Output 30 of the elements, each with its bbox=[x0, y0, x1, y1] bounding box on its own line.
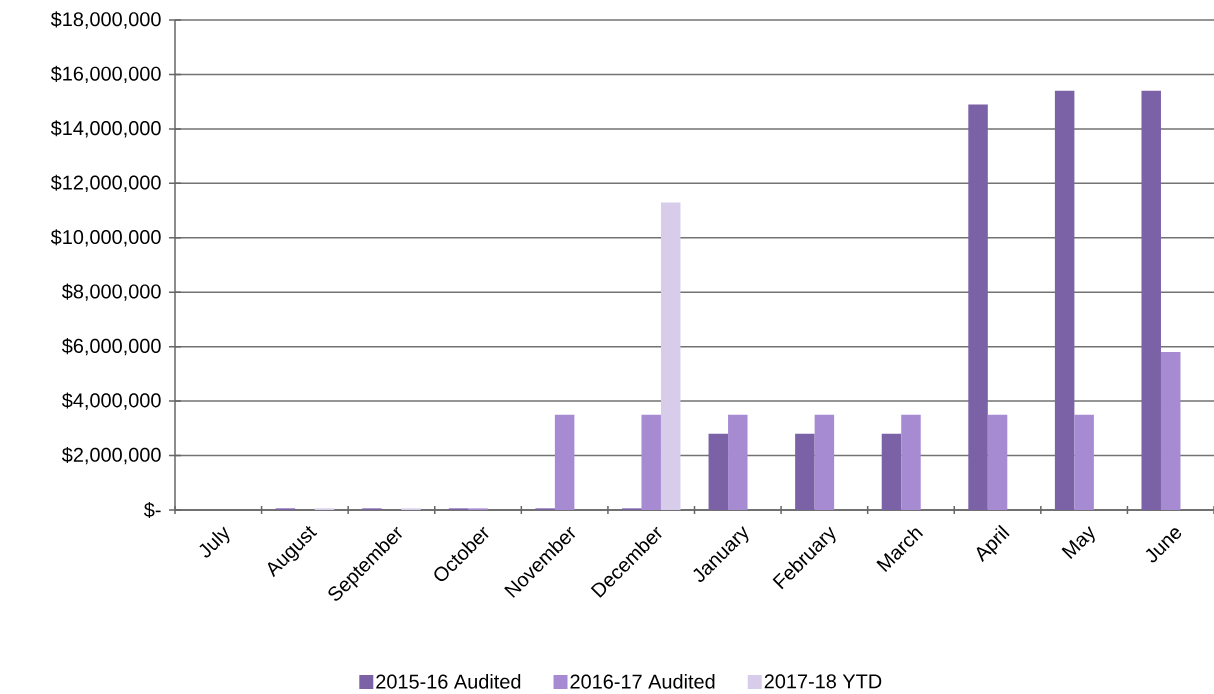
bar bbox=[554, 414, 575, 510]
bar bbox=[660, 202, 681, 510]
bar bbox=[728, 414, 748, 510]
bar bbox=[968, 104, 988, 510]
bar bbox=[901, 414, 921, 510]
bar bbox=[795, 433, 815, 510]
bar bbox=[708, 433, 729, 510]
bar bbox=[814, 414, 835, 510]
bar bbox=[881, 433, 902, 510]
y-tick-label: $6,000,000 bbox=[61, 338, 161, 356]
y-tick-label: $14,000,000 bbox=[50, 120, 161, 138]
legend-label: 2015-16 Audited bbox=[376, 674, 521, 689]
bar bbox=[987, 414, 1008, 510]
bar bbox=[1141, 90, 1161, 510]
y-tick-label: $8,000,000 bbox=[61, 283, 161, 301]
y-tick-label: $12,000,000 bbox=[50, 174, 161, 192]
y-tick-label: $2,000,000 bbox=[61, 446, 161, 465]
bar bbox=[1160, 352, 1181, 510]
x-tick-label: July bbox=[199, 526, 230, 558]
y-tick-label: $4,000,000 bbox=[61, 392, 161, 410]
y-tick-label: $16,000,000 bbox=[50, 65, 161, 84]
bar bbox=[1074, 414, 1094, 510]
x-tick-label: May bbox=[1061, 526, 1095, 559]
y-tick-label: $- bbox=[143, 501, 161, 519]
bar bbox=[1054, 90, 1075, 510]
bar bbox=[641, 414, 661, 510]
y-tick-label: $18,000,000 bbox=[50, 11, 161, 29]
y-tick-label: $10,000,000 bbox=[50, 229, 161, 247]
legend-label: 2016-17 Audited bbox=[570, 674, 715, 689]
legend-label: 2017-18 YTD bbox=[764, 674, 882, 689]
